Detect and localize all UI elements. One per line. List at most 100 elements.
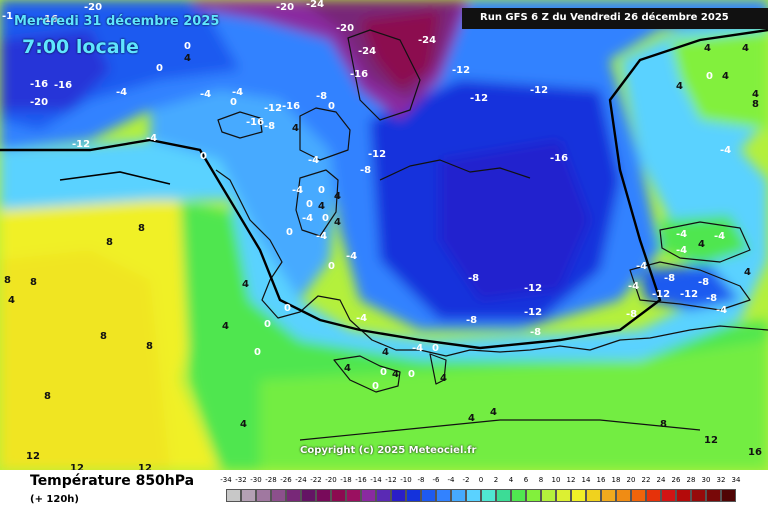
isotherm-value-label: -4 [412,343,424,354]
scale-tick-label: 34 [731,476,741,484]
isotherm-value-label: -1 [2,11,14,22]
isotherm-value-label: -12 [652,289,671,300]
isotherm-value-label: 4 [222,321,229,332]
scale-swatch [376,489,391,502]
scale-swatch [241,489,256,502]
isotherm-value-label: -16 [246,117,265,128]
isotherm-value-label: 0 [328,261,335,272]
isotherm-value-label: 4 [242,279,249,290]
scale-tick-label: -16 [355,476,367,484]
isotherm-value-label: 4 [318,201,325,212]
scale-swatch [541,489,556,502]
scale-tick-label: 4 [508,476,514,484]
isotherm-value-label: -16 [550,153,569,164]
isotherm-value-label: 0 [372,381,379,392]
isotherm-value-label: -4 [676,229,688,240]
isotherm-value-label: 0 [306,199,313,210]
isotherm-value-label: 4 [468,413,475,424]
isotherm-value-label: -24 [418,35,437,46]
isotherm-value-label: 4 [698,239,705,250]
isotherm-value-label: -4 [628,281,640,292]
isotherm-value-label: -8 [626,309,638,320]
isotherm-value-label: 4 [742,43,749,54]
scale-swatch [346,489,361,502]
isotherm-value-label: 0 [264,319,271,330]
isotherm-value-label: -12 [368,149,387,160]
scale-swatch [556,489,571,502]
scale-tick-label: -18 [340,476,352,484]
color-scale: -34 -32 -30 -28 -26 -24 -22 -20 -18 -16 -14 -12 -10-… [220,476,754,506]
isotherm-value-label: -8 [698,277,710,288]
legend-title: Température 850hPa [30,473,195,489]
scale-tick-label: 6 [523,476,529,484]
isotherm-value-label: 8 [146,341,153,352]
isotherm-value-label: 16 [748,447,762,458]
scale-swatch [571,489,586,502]
isotherm-value-label: -12 [470,93,489,104]
run-info: Run GFS 6 Z du Vendredi 26 décembre 2025 [480,12,729,23]
scale-tick-label: 8 [538,476,544,484]
copyright-notice: Copyright (c) 2025 Meteociel.fr [300,445,477,456]
isotherm-value-label: 4 [490,407,497,418]
isotherm-value-label: 4 [744,267,751,278]
isotherm-value-label: -8 [316,91,328,102]
scale-tick-label: 22 [641,476,651,484]
isotherm-value-label: 4 [334,217,341,228]
scale-tick-label: 28 [686,476,696,484]
isotherm-value-label: 0 [318,185,325,196]
isotherm-value-label: -8 [264,121,276,132]
isotherm-value-label: -8 [530,327,542,338]
isotherm-value-label: -4 [308,155,320,166]
isotherm-value-label: -12 [530,85,549,96]
isotherm-value-label: -4 [714,231,726,242]
isotherm-value-label: 0 [432,343,439,354]
isotherm-value-label: -4 [292,185,304,196]
scale-swatch [391,489,406,502]
scale-swatch [226,489,241,502]
scale-swatch [256,489,271,502]
isotherm-value-label: 0 [230,97,237,108]
isotherm-value-label: 4 [8,295,15,306]
scale-swatch [646,489,661,502]
isotherm-value-label: -8 [706,293,718,304]
isotherm-value-label: 4 [344,363,351,374]
isotherm-value-label: -4 [720,145,732,156]
scale-swatch [691,489,706,502]
isotherm-value-label: 0 [328,101,335,112]
isotherm-value-label: 8 [106,237,113,248]
scale-swatch [676,489,691,502]
scale-tick-label: -12 [385,476,397,484]
isotherm-value-label: -4 [200,89,212,100]
scale-tick-label: 0 [478,476,484,484]
isotherm-value-label: 12 [26,451,40,462]
scale-swatch [601,489,616,502]
scale-tick-label: -2 [462,476,470,484]
scale-swatch [466,489,481,502]
forecast-time: 7:00 locale [22,36,139,58]
scale-swatch [361,489,376,502]
isotherm-value-label: -4 [146,133,158,144]
isotherm-value-label: 8 [752,99,759,110]
scale-swatch [481,489,496,502]
isotherm-value-label: -20 [30,97,49,108]
isotherm-value-label: 4 [334,191,341,202]
scale-tick-label: 20 [626,476,636,484]
isotherm-value-label: 0 [408,369,415,380]
isotherm-value-label: -12 [524,283,543,294]
forecast-date: Mercredi 31 décembre 2025 [14,14,220,29]
scale-tick-label: -32 [235,476,247,484]
isotherm-value-label: 8 [100,331,107,342]
isotherm-value-label: -8 [466,315,478,326]
scale-tick-label: -26 [280,476,292,484]
isotherm-value-label: -12 [264,103,283,114]
scale-tick-label: -4 [447,476,455,484]
isotherm-value-label: 8 [44,391,51,402]
isotherm-value-label: 4 [704,43,711,54]
scale-tick-label: -6 [432,476,440,484]
scale-tick-label: 24 [656,476,666,484]
legend-subtitle: (+ 120h) [30,494,79,505]
scale-swatch [316,489,331,502]
isotherm-value-label: 0 [380,367,387,378]
isotherm-value-label: 4 [392,369,399,380]
isotherm-value-label: 4 [676,81,683,92]
